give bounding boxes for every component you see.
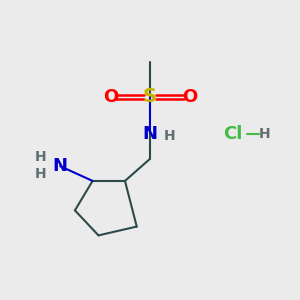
Text: H: H xyxy=(259,127,271,141)
Text: H: H xyxy=(163,129,175,143)
Text: N: N xyxy=(142,125,158,143)
Text: O: O xyxy=(182,88,197,106)
Text: H: H xyxy=(35,167,46,181)
Text: N: N xyxy=(53,157,68,175)
Text: S: S xyxy=(143,88,157,106)
Text: Cl: Cl xyxy=(223,125,242,143)
Text: O: O xyxy=(103,88,118,106)
Text: H: H xyxy=(35,150,46,164)
